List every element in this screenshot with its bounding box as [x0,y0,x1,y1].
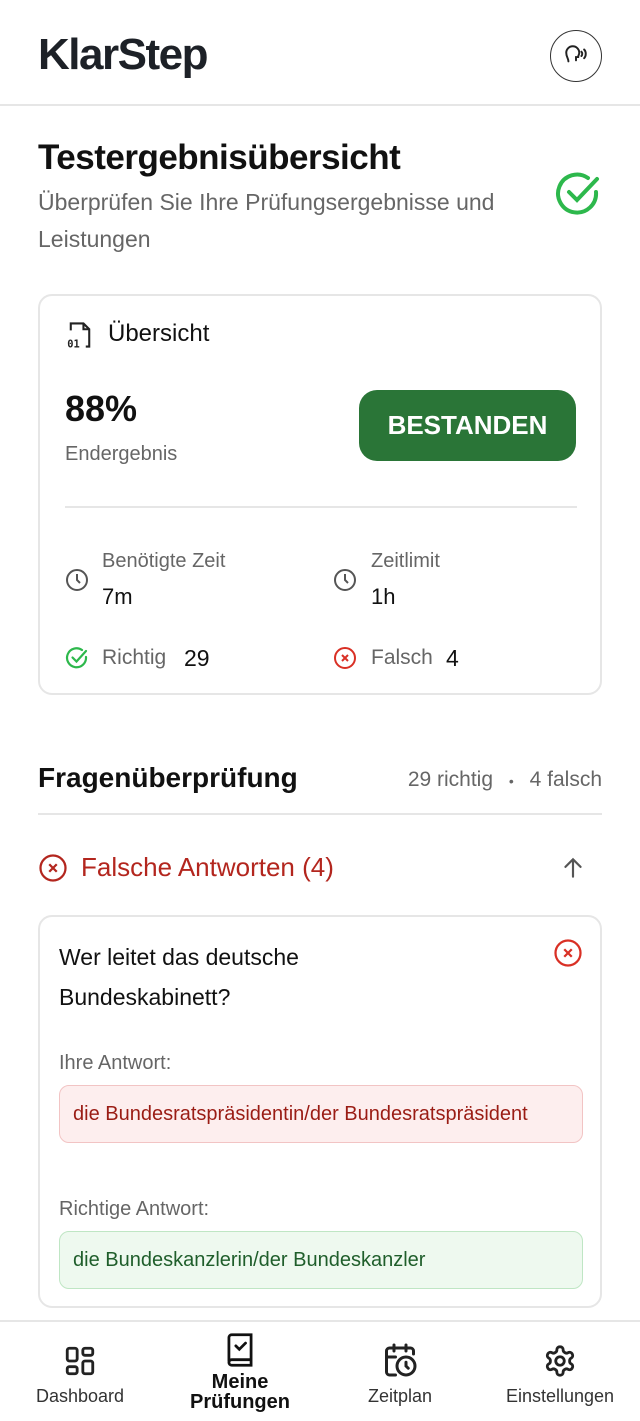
wrong-value: 4 [446,645,459,671]
dashboard-icon [65,1346,95,1376]
x-circle-icon [334,647,356,669]
nav-schedule[interactable]: Zeitplan [320,1322,480,1407]
page-title: Testergebnisübersicht [38,138,401,177]
correct-answer: die Bundeskanzlerin/der Bundeskanzler [59,1231,583,1289]
nav-label: Einstellungen [505,1386,615,1406]
app-header: KlarStep [0,0,640,106]
x-circle-icon [39,854,67,882]
your-answer: die Bundesratspräsidentin/der Bundesrats… [59,1085,583,1143]
divider [65,506,577,508]
separator: • [508,773,514,789]
gear-icon [545,1345,575,1377]
nav-label: Dashboard [35,1386,125,1406]
review-heading: Fragenüberprüfung [38,762,298,793]
arrow-up-icon[interactable] [560,855,586,881]
nav-settings[interactable]: Einstellungen [480,1322,640,1407]
book-check-icon [227,1333,253,1367]
clock-icon [66,569,88,591]
nav-label: Zeitplan [367,1386,433,1406]
final-score: 88% [65,388,138,429]
svg-text:01: 01 [67,339,80,350]
x-circle-icon [554,939,582,967]
wrong-label: Falsch [371,646,433,669]
nav-dashboard[interactable]: Dashboard [0,1322,160,1407]
speaking-head-icon [565,45,587,63]
limit-label: Zeitlimit [371,550,440,572]
time-label: Benötigte Zeit [102,550,226,572]
clock-icon [334,569,356,591]
correct-count: 29 richtig [407,768,494,791]
limit-value: 1h [371,584,396,609]
correct-answer-label: Richtige Antwort: [59,1198,210,1220]
your-answer-label: Ihre Antwort: [59,1052,172,1074]
nav-my-exams[interactable]: Meine Prüfungen [160,1322,320,1412]
time-value: 7m [102,584,133,609]
overview-heading: Übersicht [108,320,210,347]
overview-card: 01 Übersicht 88% Endergebnis Benötigte Z… [38,294,602,695]
question-text: Wer leitet das deutsche Bundeskabinett? [59,944,299,1010]
file-binary-icon: 01 [67,322,91,350]
divider [38,813,602,815]
check-circle-icon [65,647,88,669]
calendar-clock-icon [385,1343,417,1377]
voice-button[interactable] [550,30,602,82]
page-subtitle: Überprüfen Sie Ihre Prüfungsergebnisse u… [38,189,495,252]
status-badge: BESTANDEN [359,390,576,461]
wrong-answers-heading: Falsche Antworten (4) [81,852,334,882]
review-counts: 29 richtig • 4 falsch [408,768,602,792]
final-score-label: Endergebnis [65,443,178,465]
question-card: Wer leitet das deutsche Bundeskabinett? … [38,915,602,1308]
app-logo: KlarStep [38,30,208,79]
check-circle-icon [556,172,599,215]
wrong-answers-toggle[interactable] [38,840,602,896]
bottom-nav: Dashboard Meine Prüfungen Zeitplan Einst… [0,1320,640,1421]
correct-label: Richtig [102,646,167,669]
wrong-count: 4 falsch [529,768,602,791]
nav-label: Meine Prüfungen [190,1371,290,1413]
correct-value: 29 [184,645,210,671]
